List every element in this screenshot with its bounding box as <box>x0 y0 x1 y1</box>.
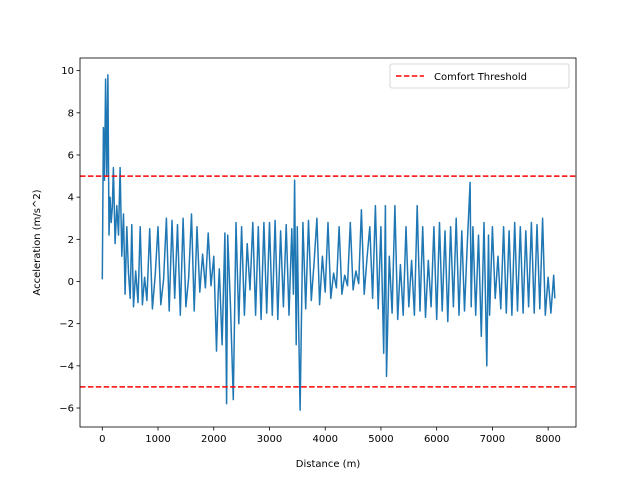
y-tick-label: −2 <box>59 319 74 330</box>
y-axis-ticks: −6 −4 −2 0 2 4 6 8 10 <box>59 66 80 415</box>
legend: Comfort Threshold <box>389 63 570 89</box>
x-tick-label: 1000 <box>145 434 170 445</box>
x-tick-label: 8000 <box>535 434 560 445</box>
y-axis-title: Acceleration (m/s^2) <box>32 189 43 295</box>
y-tick-label: −6 <box>59 404 74 415</box>
legend-box <box>389 63 570 89</box>
x-tick-label: 6000 <box>424 434 449 445</box>
data-layer <box>80 74 576 411</box>
y-tick-label: 10 <box>61 66 74 77</box>
series-line-acceleration <box>101 74 556 411</box>
plot-frame <box>79 57 577 428</box>
legend-label-comfort-threshold: Comfort Threshold <box>434 72 527 83</box>
y-tick-label: 6 <box>68 150 74 161</box>
x-tick-label: 2000 <box>201 434 226 445</box>
y-tick-label: 8 <box>68 108 74 119</box>
x-axis-title: Distance (m) <box>296 459 361 470</box>
x-tick-label: 5000 <box>368 434 393 445</box>
x-tick-label: 4000 <box>312 434 337 445</box>
x-tick-label: 7000 <box>480 434 505 445</box>
y-tick-label: −4 <box>59 361 74 372</box>
y-tick-label: 0 <box>68 277 74 288</box>
x-axis-ticks: 0 1000 2000 3000 4000 5000 6000 7000 8000 <box>99 427 561 445</box>
x-tick-label: 3000 <box>257 434 282 445</box>
y-tick-label: 2 <box>68 235 74 246</box>
y-tick-label: 4 <box>68 193 74 204</box>
x-tick-label: 0 <box>99 434 105 445</box>
